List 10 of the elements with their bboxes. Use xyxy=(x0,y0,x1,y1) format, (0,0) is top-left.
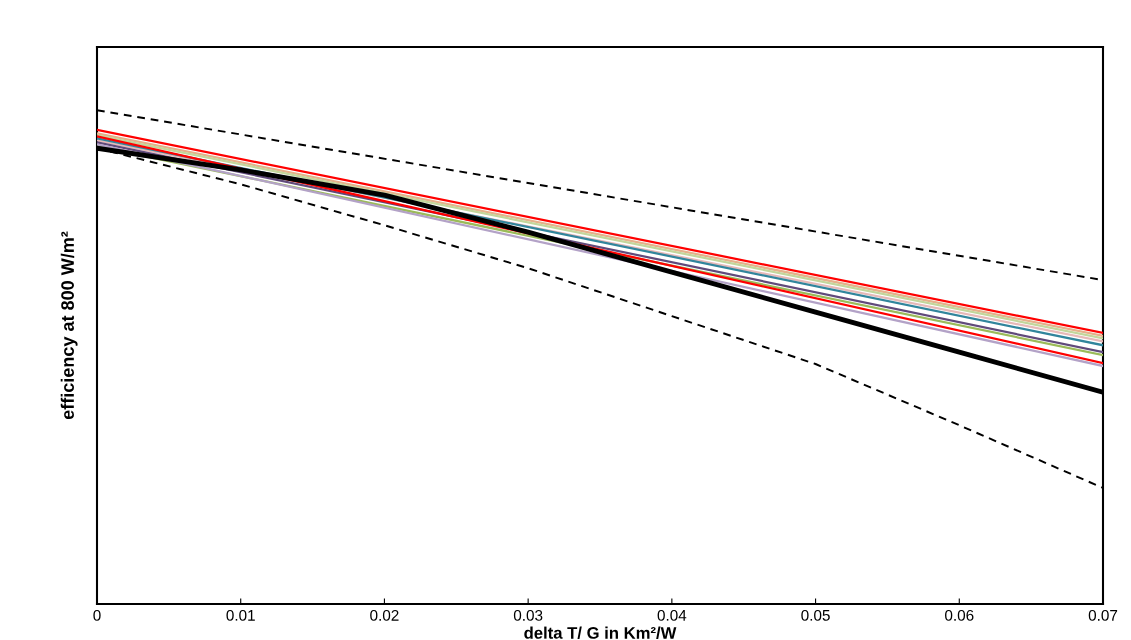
y-axis-title: efficiency at 800 W/m² xyxy=(60,231,78,420)
x-tick-label: 0.07 xyxy=(1088,609,1118,621)
x-tick-label: 0.05 xyxy=(801,609,830,621)
x-axis-title: delta T/ G in Km²/W xyxy=(524,626,677,639)
x-tick-label: 0.02 xyxy=(370,609,399,621)
x-tick-label: 0.03 xyxy=(513,609,543,621)
x-tick-label: 0.04 xyxy=(657,609,687,621)
x-tick-label: 0 xyxy=(93,609,101,621)
x-tick-label: 0.01 xyxy=(226,609,255,621)
x-tick-label: 0.06 xyxy=(945,609,974,621)
